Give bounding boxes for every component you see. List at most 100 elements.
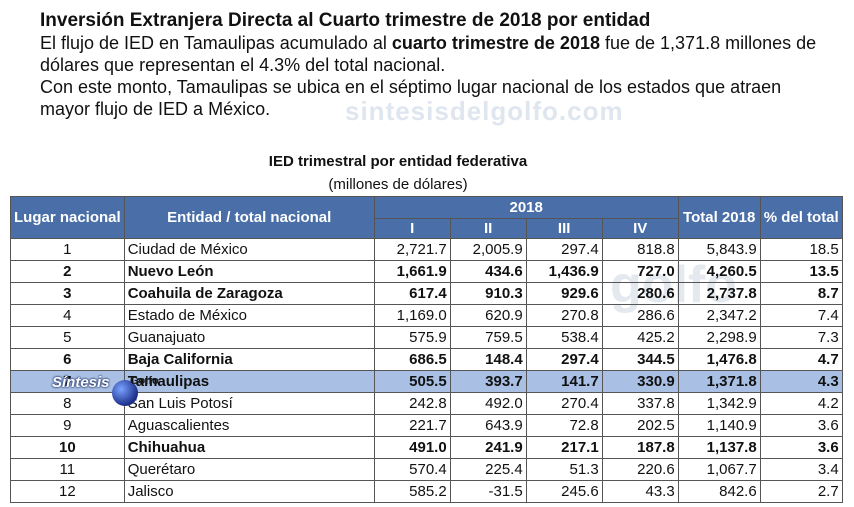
cell-q4: 425.2 bbox=[601, 326, 679, 349]
ied-table: Lugar nacional Entidad / total nacional … bbox=[10, 196, 843, 503]
header-pct: % del total bbox=[759, 196, 843, 239]
cell-q4: 727.0 bbox=[601, 260, 679, 283]
table-row: 11 Querétaro 570.4 225.4 51.3 220.6 1,06… bbox=[10, 458, 843, 481]
table-subtitle: (millones de dólares) bbox=[328, 176, 468, 193]
table-row: 12 Jalisco 585.2 -31.5 245.6 43.3 842.6 … bbox=[10, 480, 843, 503]
cell-q4: 344.5 bbox=[601, 348, 679, 371]
cell-total: 1,067.7 bbox=[677, 458, 761, 481]
header-year: 2018 bbox=[373, 196, 679, 219]
intro-bold-text: cuarto trimestre de 2018 bbox=[391, 33, 600, 53]
cell-entity: Guanajuato bbox=[123, 326, 375, 349]
cell-pct: 4.3 bbox=[759, 370, 843, 393]
cell-entity: San Luis Potosí bbox=[123, 392, 375, 415]
cell-q4: 202.5 bbox=[601, 414, 679, 437]
intro-paragraph-1: El flujo de IED en Tamaulipas acumulado … bbox=[40, 32, 830, 76]
cell-entity: Tamaulipas bbox=[123, 370, 375, 393]
header-q1: I bbox=[373, 218, 451, 239]
intro-text-1: El flujo de IED en Tamaulipas acumulado … bbox=[40, 33, 392, 53]
header-q2: II bbox=[449, 218, 527, 239]
cell-q1: 221.7 bbox=[373, 414, 451, 437]
cell-q3: 72.8 bbox=[525, 414, 603, 437]
cell-total: 1,342.9 bbox=[677, 392, 761, 415]
cell-pct: 7.4 bbox=[759, 304, 843, 327]
cell-entity: Jalisco bbox=[123, 480, 375, 503]
cell-q2: -31.5 bbox=[449, 480, 527, 503]
cell-q2: 2,005.9 bbox=[449, 238, 527, 261]
table-row: 8 San Luis Potosí 242.8 492.0 270.4 337.… bbox=[10, 392, 843, 415]
cell-q3: 245.6 bbox=[525, 480, 603, 503]
cell-q1: 686.5 bbox=[373, 348, 451, 371]
header-total: Total 2018 bbox=[677, 196, 761, 239]
cell-entity: Ciudad de México bbox=[123, 238, 375, 261]
cell-rank: 3 bbox=[10, 282, 125, 305]
cell-entity: Baja California bbox=[123, 348, 375, 371]
cell-rank: 9 bbox=[10, 414, 125, 437]
cell-q2: 620.9 bbox=[449, 304, 527, 327]
cell-total: 842.6 bbox=[677, 480, 761, 503]
cell-q2: 492.0 bbox=[449, 392, 527, 415]
cell-rank: 6 bbox=[10, 348, 125, 371]
cell-q1: 1,169.0 bbox=[373, 304, 451, 327]
cell-q4: 337.8 bbox=[601, 392, 679, 415]
cell-q1: 570.4 bbox=[373, 458, 451, 481]
cell-q2: 225.4 bbox=[449, 458, 527, 481]
cell-q1: 575.9 bbox=[373, 326, 451, 349]
cell-entity: Coahuila de Zaragoza bbox=[123, 282, 375, 305]
table-row: 1 Ciudad de México 2,721.7 2,005.9 297.4… bbox=[10, 238, 843, 261]
header-q3: III bbox=[525, 218, 603, 239]
cell-q3: 1,436.9 bbox=[525, 260, 603, 283]
cell-q3: 538.4 bbox=[525, 326, 603, 349]
cell-q4: 280.6 bbox=[601, 282, 679, 305]
cell-rank: 1 bbox=[10, 238, 125, 261]
cell-q2: 910.3 bbox=[449, 282, 527, 305]
cell-q3: 297.4 bbox=[525, 348, 603, 371]
cell-total: 2,737.8 bbox=[677, 282, 761, 305]
cell-total: 2,298.9 bbox=[677, 326, 761, 349]
cell-q3: 297.4 bbox=[525, 238, 603, 261]
cell-q1: 491.0 bbox=[373, 436, 451, 459]
cell-entity: Nuevo León bbox=[123, 260, 375, 283]
cell-q4: 43.3 bbox=[601, 480, 679, 503]
cell-entity: Estado de México bbox=[123, 304, 375, 327]
cell-pct: 4.7 bbox=[759, 348, 843, 371]
cell-total: 1,137.8 bbox=[677, 436, 761, 459]
cell-rank: 7 bbox=[10, 370, 125, 393]
table-row: 3 Coahuila de Zaragoza 617.4 910.3 929.6… bbox=[10, 282, 843, 305]
table-row: 5 Guanajuato 575.9 759.5 538.4 425.2 2,2… bbox=[10, 326, 843, 349]
cell-q3: 270.4 bbox=[525, 392, 603, 415]
cell-rank: 4 bbox=[10, 304, 125, 327]
cell-pct: 7.3 bbox=[759, 326, 843, 349]
cell-entity: Chihuahua bbox=[123, 436, 375, 459]
cell-q4: 286.6 bbox=[601, 304, 679, 327]
table-title: IED trimestral por entidad federativa bbox=[268, 153, 528, 170]
cell-pct: 8.7 bbox=[759, 282, 843, 305]
cell-entity: Querétaro bbox=[123, 458, 375, 481]
cell-q3: 51.3 bbox=[525, 458, 603, 481]
cell-q3: 270.8 bbox=[525, 304, 603, 327]
cell-q1: 2,721.7 bbox=[373, 238, 451, 261]
cell-pct: 3.4 bbox=[759, 458, 843, 481]
cell-total: 1,140.9 bbox=[677, 414, 761, 437]
cell-pct: 13.5 bbox=[759, 260, 843, 283]
table-row: 4 Estado de México 1,169.0 620.9 270.8 2… bbox=[10, 304, 843, 327]
cell-q2: 759.5 bbox=[449, 326, 527, 349]
cell-rank: 5 bbox=[10, 326, 125, 349]
cell-q4: 818.8 bbox=[601, 238, 679, 261]
header-lugar: Lugar nacional bbox=[10, 196, 125, 239]
cell-q3: 217.1 bbox=[525, 436, 603, 459]
cell-q2: 241.9 bbox=[449, 436, 527, 459]
header-entidad: Entidad / total nacional bbox=[123, 196, 375, 239]
table-row: 2 Nuevo León 1,661.9 434.6 1,436.9 727.0… bbox=[10, 260, 843, 283]
cell-q1: 505.5 bbox=[373, 370, 451, 393]
cell-rank: 8 bbox=[10, 392, 125, 415]
cell-total: 1,476.8 bbox=[677, 348, 761, 371]
cell-entity: Aguascalientes bbox=[123, 414, 375, 437]
cell-q2: 643.9 bbox=[449, 414, 527, 437]
table-row-highlighted: 7 Tamaulipas 505.5 393.7 141.7 330.9 1,3… bbox=[10, 370, 843, 393]
cell-q1: 242.8 bbox=[373, 392, 451, 415]
cell-q2: 148.4 bbox=[449, 348, 527, 371]
cell-rank: 11 bbox=[10, 458, 125, 481]
cell-q1: 1,661.9 bbox=[373, 260, 451, 283]
cell-pct: 3.6 bbox=[759, 414, 843, 437]
cell-pct: 2.7 bbox=[759, 480, 843, 503]
